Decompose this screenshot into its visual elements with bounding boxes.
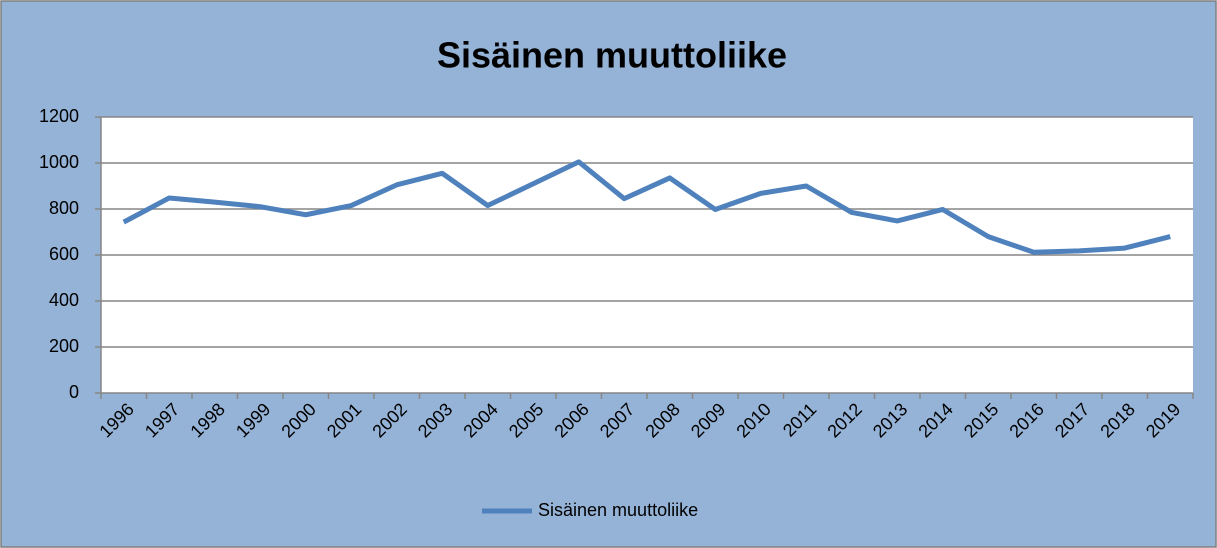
- y-tick-label: 600: [49, 244, 79, 264]
- line-series: [122, 159, 1171, 255]
- legend-label: Sisäinen muuttoliike: [538, 500, 698, 520]
- y-tick-label: 1000: [39, 152, 79, 172]
- y-tick-label: 400: [49, 290, 79, 310]
- y-tick-label: 200: [49, 336, 79, 356]
- y-tick-label: 0: [69, 382, 79, 402]
- y-tick-label: 1200: [39, 106, 79, 126]
- chart-title: Sisäinen muuttoliike: [437, 35, 787, 76]
- y-tick-label: 800: [49, 198, 79, 218]
